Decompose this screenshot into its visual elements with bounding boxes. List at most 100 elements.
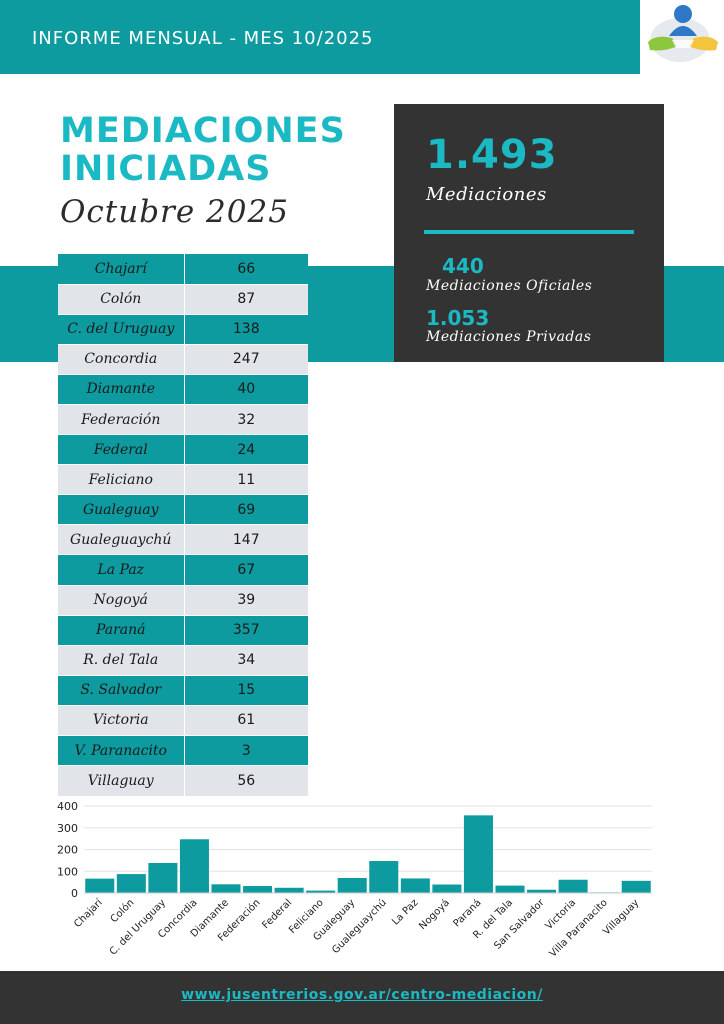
chart-bar xyxy=(432,884,462,893)
website-link[interactable]: www.jusentrerios.gov.ar/centro-mediacion… xyxy=(181,987,543,1003)
table-row: R. del Tala 34 xyxy=(58,644,308,676)
department-name: R. del Tala xyxy=(58,644,185,676)
department-name: Diamante xyxy=(58,373,185,405)
oficiales-value: 440 xyxy=(442,254,484,278)
page-subtitle: Octubre 2025 xyxy=(60,194,289,230)
x-tick-label: Villa Paranacito xyxy=(548,897,610,959)
table-row: Colón 87 xyxy=(58,283,308,315)
department-name: S. Salvador xyxy=(58,674,185,706)
privadas-label: Mediaciones Privadas xyxy=(426,329,592,345)
y-tick-label: 0 xyxy=(71,887,78,900)
chart-bar xyxy=(621,880,651,893)
chart-bar xyxy=(527,889,557,893)
chart-bar xyxy=(116,874,146,893)
department-name: Chajarí xyxy=(58,254,185,285)
table-row: Chajarí 66 xyxy=(58,254,308,285)
department-name: Gualeguay xyxy=(58,494,185,525)
chart-bar xyxy=(463,815,493,893)
privadas-value: 1.053 xyxy=(426,306,490,330)
department-count: 61 xyxy=(184,704,308,736)
mediation-handshake-logo-icon xyxy=(642,0,724,74)
department-count: 69 xyxy=(184,494,308,525)
table-row: Federación 32 xyxy=(58,403,308,435)
department-name: V. Paranacito xyxy=(58,734,185,766)
department-count: 147 xyxy=(184,524,308,555)
department-name: Gualeguaychú xyxy=(58,524,185,555)
department-count: 247 xyxy=(184,343,308,375)
table-row: V. Paranacito 3 xyxy=(58,734,308,766)
table-row: Nogoyá 39 xyxy=(58,584,308,616)
department-name: Feliciano xyxy=(58,464,185,495)
page-title-line2: INICIADAS xyxy=(60,149,272,189)
department-name: Villaguay xyxy=(58,765,185,796)
page-title-line1: MEDIACIONES xyxy=(60,111,346,151)
x-tick-label: C. del Uruguay xyxy=(108,897,168,957)
x-tick-label: Nogoyá xyxy=(417,897,452,932)
chart-bar xyxy=(558,879,588,893)
header-band: INFORME MENSUAL - MES 10/2025 xyxy=(0,0,640,74)
table-row: Paraná 357 xyxy=(58,614,308,646)
department-name: La Paz xyxy=(58,554,185,586)
department-count: 15 xyxy=(184,674,308,706)
stats-divider xyxy=(424,230,634,234)
x-tick-label: Gualeguaychú xyxy=(329,897,388,956)
department-name: Paraná xyxy=(58,614,185,646)
x-tick-label: La Paz xyxy=(390,897,420,927)
table-row: La Paz 67 xyxy=(58,554,308,586)
y-tick-label: 300 xyxy=(57,822,78,835)
department-count: 32 xyxy=(184,403,308,435)
department-name: Victoria xyxy=(58,704,185,736)
department-table: Chajarí 66 Colón 87 C. del Uruguay 138 Concord… xyxy=(58,254,308,796)
chart-bar xyxy=(148,862,178,893)
chart-bar xyxy=(274,887,304,893)
y-tick-label: 400 xyxy=(57,800,78,813)
y-tick-label: 100 xyxy=(57,865,78,878)
x-tick-label: Paraná xyxy=(451,897,484,930)
department-name: C. del Uruguay xyxy=(58,313,185,345)
y-tick-label: 200 xyxy=(57,844,78,857)
table-row: Feliciano 11 xyxy=(58,464,308,495)
chart-bar xyxy=(495,885,525,893)
x-tick-label: Chajarí xyxy=(71,896,105,930)
chart-bar xyxy=(85,878,115,893)
chart-bar xyxy=(400,878,430,893)
department-count: 40 xyxy=(184,373,308,405)
department-name: Federación xyxy=(58,403,185,435)
oficiales-label: Mediaciones Oficiales xyxy=(426,278,593,294)
department-count: 87 xyxy=(184,283,308,315)
department-name: Federal xyxy=(58,434,185,465)
table-row: Concordia 247 xyxy=(58,343,308,375)
table-row: Federal 24 xyxy=(58,434,308,465)
table-row: Villaguay 56 xyxy=(58,765,308,796)
chart-bar xyxy=(369,861,399,893)
department-count: 67 xyxy=(184,554,308,586)
department-count: 24 xyxy=(184,434,308,465)
department-name: Concordia xyxy=(58,343,185,375)
table-row: C. del Uruguay 138 xyxy=(58,313,308,345)
table-row: Diamante 40 xyxy=(58,373,308,405)
department-name: Nogoyá xyxy=(58,584,185,616)
department-count: 138 xyxy=(184,313,308,345)
table-row: Victoria 61 xyxy=(58,704,308,736)
stats-panel: 1.493 Mediaciones 440 Mediaciones Oficia… xyxy=(394,104,664,362)
department-count: 357 xyxy=(184,614,308,646)
table-row: Gualeguay 69 xyxy=(58,494,308,525)
department-count: 34 xyxy=(184,644,308,676)
department-count: 39 xyxy=(184,584,308,616)
chart-bar xyxy=(179,839,209,893)
table-row: S. Salvador 15 xyxy=(58,674,308,706)
total-mediations-label: Mediaciones xyxy=(426,184,547,205)
chart-bar xyxy=(243,886,273,893)
department-name: Colón xyxy=(58,283,185,315)
x-tick-label: Colón xyxy=(108,897,137,926)
footer: www.jusentrerios.gov.ar/centro-mediacion… xyxy=(0,971,724,1024)
department-count: 66 xyxy=(184,254,308,285)
chart-bar xyxy=(211,884,241,893)
total-mediations-value: 1.493 xyxy=(426,132,558,178)
department-count: 11 xyxy=(184,464,308,495)
department-count: 3 xyxy=(184,734,308,766)
report-title: INFORME MENSUAL - MES 10/2025 xyxy=(32,28,374,49)
chart-bar xyxy=(337,877,367,893)
page-title: MEDIACIONES INICIADAS xyxy=(60,112,346,188)
